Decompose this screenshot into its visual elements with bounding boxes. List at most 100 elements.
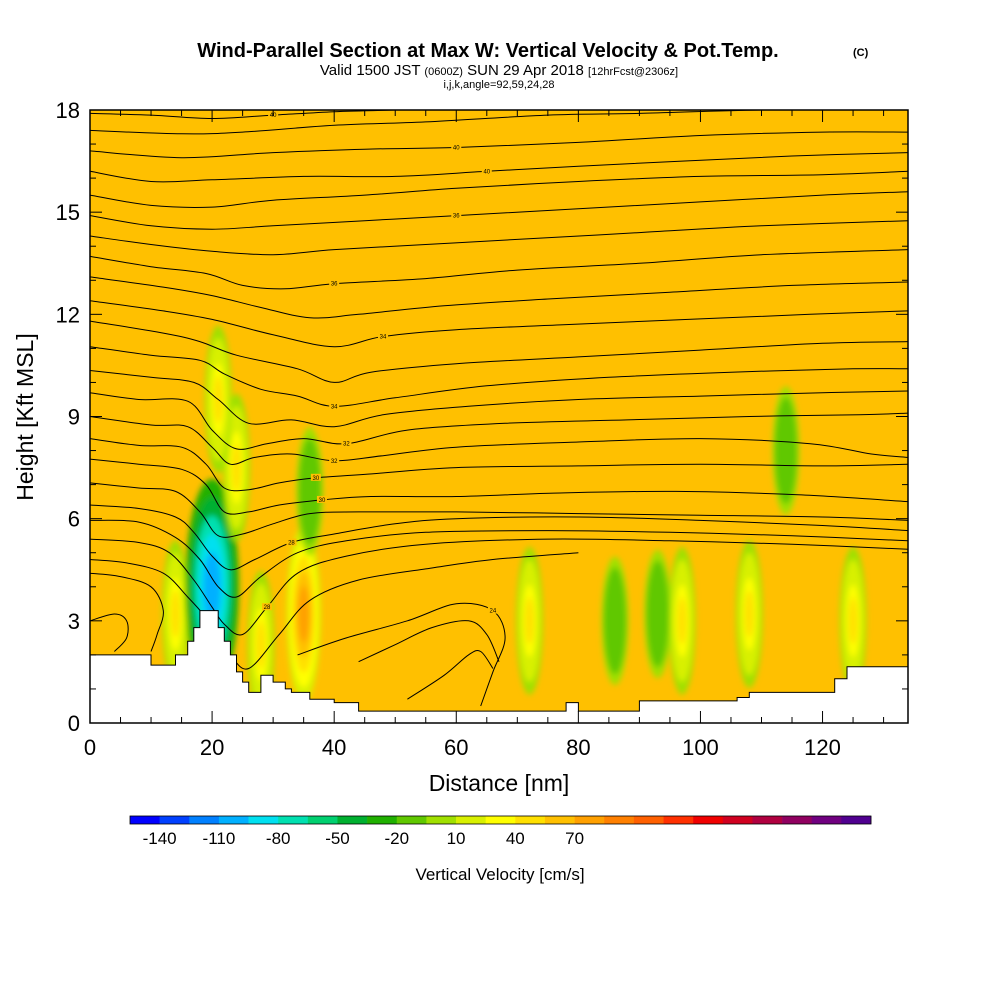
isentrope-label-bg [329, 279, 340, 287]
colorbar-swatch [159, 816, 190, 824]
isentrope-label: 28 [288, 541, 295, 547]
x-tick-label: 20 [200, 735, 224, 760]
colorbar-tick-label: -20 [384, 829, 409, 848]
isentrope-line [90, 370, 908, 428]
title-mark: (C) [853, 47, 869, 59]
isentrope-label-bg [286, 538, 297, 546]
colorbar-tick-label: -140 [143, 829, 177, 848]
terrain [90, 610, 908, 723]
isentrope-label-bg [481, 167, 492, 175]
velocity-cell [668, 546, 696, 695]
isentrope-line [90, 438, 908, 492]
isentrope-line [90, 170, 908, 208]
isentrope-line [407, 649, 494, 700]
subtitle-date: SUN 29 Apr 2018 [467, 62, 584, 79]
colorbar-swatch [693, 816, 724, 824]
chart-subtitle: Valid 1500 JST (0600Z) SUN 29 Apr 2018 [… [320, 62, 678, 79]
velocity-contour [653, 593, 663, 635]
y-tick-label: 3 [68, 609, 80, 634]
colorbar-swatch [841, 816, 872, 824]
isentrope-label-bg [262, 603, 273, 611]
isentrope-label-bg [451, 211, 462, 219]
colorbar-swatch [278, 816, 309, 824]
colorbar-title: Vertical Velocity [cm/s] [415, 865, 584, 884]
y-tick-label: 0 [68, 711, 80, 736]
x-tick-label: 60 [444, 735, 468, 760]
isentrope-line [90, 131, 908, 159]
y-tick-labels: 0 3 6 9 12 15 18 [56, 98, 80, 736]
colorbar-swatch [574, 816, 605, 824]
x-tick-label: 80 [566, 735, 590, 760]
subtitle-forecast: [12hrFcst@2306z] [588, 66, 678, 78]
colorbar-swatch [396, 816, 427, 824]
isentrope-line [90, 482, 908, 538]
colorbar-swatch [811, 816, 842, 824]
isentrope-line [90, 300, 908, 348]
isentrope-label: 32 [331, 459, 338, 465]
subtitle-utc: (0600Z) [424, 66, 463, 78]
colorbar-swatch [189, 816, 220, 824]
chart-subtitle-indices: i,j,k,angle=92,59,24,28 [443, 79, 554, 91]
isentrope-line [90, 552, 579, 670]
x-tick-label: 100 [682, 735, 719, 760]
velocity-contour [610, 600, 620, 642]
isentrope-label: 34 [331, 404, 338, 410]
velocity-cell [162, 540, 189, 688]
isentrope-label: 24 [490, 609, 497, 615]
colorbar-swatch [485, 816, 516, 824]
y-tick-label: 15 [56, 200, 80, 225]
colorbar-tick-label: 10 [447, 829, 466, 848]
chart-title: Wind-Parallel Section at Max W: Vertical… [197, 40, 778, 62]
velocity-contour [781, 430, 791, 472]
colorbar-swatch [752, 816, 783, 824]
isentrope-line [90, 346, 908, 407]
colorbar-swatch [633, 816, 664, 824]
colorbar-swatch [544, 816, 575, 824]
isentrope-line [90, 152, 908, 183]
isentrope-label: 30 [319, 498, 326, 504]
isentrope-line [90, 519, 908, 598]
isentrope-line [90, 276, 908, 319]
y-tick-label: 6 [68, 507, 80, 532]
isentrope-layer: 40 40 40 36 36 34 34 32 32 30 30 28 28 24 [90, 110, 908, 707]
x-tick-labels: 0 20 40 60 80 100 120 [84, 735, 841, 760]
colorbar-swatch [722, 816, 753, 824]
y-tick-label: 9 [68, 405, 80, 430]
isentrope-line [90, 458, 908, 515]
isentrope-label-bg [378, 332, 389, 340]
isentrope-line [90, 538, 908, 636]
isentrope-line [90, 416, 908, 465]
velocity-cell [772, 386, 800, 515]
isentrope-line [90, 220, 908, 256]
isentrope-label: 32 [343, 442, 350, 448]
y-tick-label: 18 [56, 98, 80, 123]
colorbar-frame [129, 815, 872, 825]
velocity-cell [839, 546, 867, 695]
x-tick-label: 0 [84, 735, 96, 760]
velocity-contour [203, 552, 221, 622]
isentrope-label: 40 [483, 169, 490, 175]
colorbar-swatch [604, 816, 635, 824]
y-axis-label: Height [Kft MSL] [12, 333, 38, 500]
colorbar-swatch [426, 816, 457, 824]
velocity-contour [677, 597, 687, 645]
colorbar-tick-label: 40 [506, 829, 525, 848]
isentrope-label-bg [487, 606, 498, 614]
colorbar-tick-label: 70 [565, 829, 584, 848]
isentrope-label: 40 [270, 113, 277, 119]
isentrope-label: 34 [380, 334, 387, 340]
velocity-contour [232, 443, 241, 492]
x-tick-label: 120 [804, 735, 841, 760]
isentrope-label-bg [316, 495, 327, 503]
colorbar-tick-label: -110 [203, 829, 236, 848]
colorbar-swatch [782, 816, 813, 824]
isentrope-label: 40 [453, 145, 460, 151]
isentrope-label: 36 [331, 282, 338, 288]
x-tick-label: 40 [322, 735, 346, 760]
isentrope-label-bg [451, 143, 462, 151]
colorbar-tick-label: -80 [266, 829, 291, 848]
y-tick-label: 12 [56, 302, 80, 327]
isentrope-line [90, 572, 164, 652]
x-axis-label: Distance [nm] [429, 770, 570, 796]
colorbar-tick-label: -50 [325, 829, 350, 848]
